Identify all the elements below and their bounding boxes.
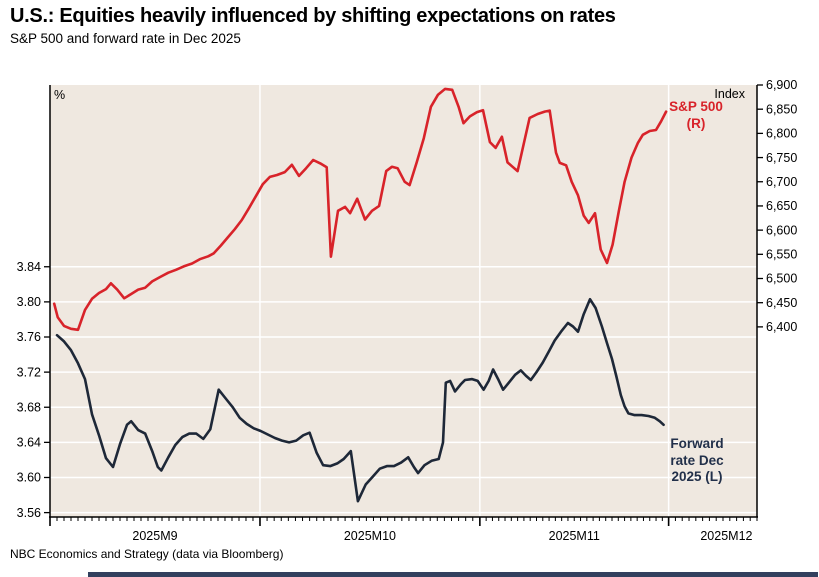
page-title: U.S.: Equities heavily influenced by shi…	[10, 5, 616, 27]
right-tick-label: 6,900	[766, 78, 797, 92]
right-tick-label: 6,650	[766, 199, 797, 213]
left-tick-label: 3.84	[17, 260, 41, 274]
sp500-line	[52, 87, 668, 332]
right-tick-label: 6,550	[766, 248, 797, 262]
month-label: 2025M9	[132, 529, 177, 543]
legend-forward-line1: Forward	[670, 436, 724, 451]
plot-background	[50, 85, 757, 517]
month-label: 2025M12	[700, 529, 752, 543]
page-subtitle: S&P 500 and forward rate in Dec 2025	[10, 31, 241, 46]
right-tick-label: 6,800	[766, 127, 797, 141]
right-tick-label: 6,700	[766, 175, 797, 189]
left-tick-label: 3.56	[17, 506, 41, 520]
left-tick-label: 3.80	[17, 295, 41, 309]
right-axis-unit-label: Index	[714, 87, 745, 101]
month-label: 2025M10	[344, 529, 396, 543]
legend-sp500: S&P 500 (R)	[650, 99, 742, 132]
right-tick-label: 6,600	[766, 223, 797, 237]
left-axis-unit-label: %	[54, 88, 66, 102]
right-tick-label: 6,850	[766, 102, 797, 116]
left-tick-label: 3.68	[17, 400, 41, 414]
forward-rate-line	[55, 297, 665, 503]
legend-forward-line3: 2025 (L)	[671, 469, 723, 484]
right-tick-label: 6,400	[766, 320, 797, 334]
source-note: NBC Economics and Strategy (data via Blo…	[10, 547, 284, 561]
left-tick-label: 3.60	[17, 471, 41, 485]
left-tick-label: 3.72	[17, 365, 41, 379]
legend-forward-line2: rate Dec	[670, 452, 724, 468]
legend-forward-rate: Forward rate Dec 2025 (L)	[651, 436, 743, 486]
left-tick-label: 3.64	[17, 436, 41, 450]
bottom-accent-bar	[88, 572, 818, 577]
month-label: 2025M11	[549, 529, 600, 543]
legend-sp500-line2: (R)	[686, 115, 706, 131]
right-tick-label: 6,750	[766, 151, 797, 165]
left-tick-label: 3.76	[17, 330, 41, 344]
legend-sp500-line1: S&P 500	[669, 99, 723, 114]
right-tick-label: 6,450	[766, 296, 797, 310]
right-tick-label: 6,500	[766, 272, 797, 286]
